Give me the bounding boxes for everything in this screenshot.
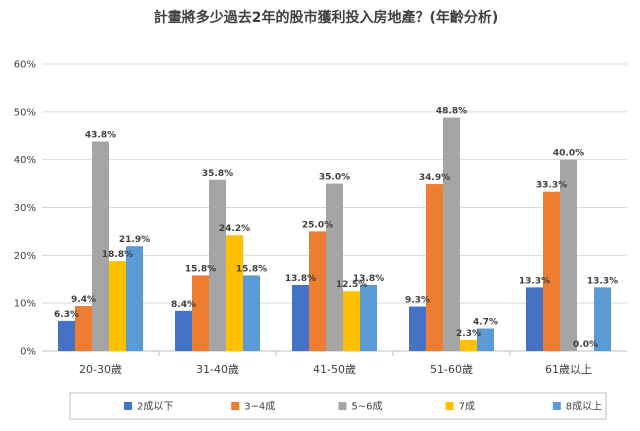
bar — [58, 320, 75, 351]
y-tick-label: 60% — [14, 60, 36, 71]
data-label: 4.7% — [473, 318, 498, 328]
bar — [477, 328, 494, 351]
bar — [192, 275, 209, 351]
data-label: 9.4% — [71, 295, 96, 305]
y-tick-label: 50% — [14, 107, 36, 118]
bar — [75, 306, 92, 351]
y-axis-ticks: 0% 10% 20% 30% 40% 50% 60% — [14, 60, 36, 358]
data-label: 15.8% — [185, 264, 216, 274]
legend-label: 7成 — [459, 401, 475, 413]
bar — [426, 184, 443, 351]
bar — [243, 275, 260, 351]
data-label: 6.3% — [54, 310, 79, 320]
legend-label: 5~6成 — [351, 401, 382, 413]
data-label: 9.3% — [405, 296, 430, 306]
data-label: 48.8% — [436, 107, 467, 117]
bars — [58, 117, 611, 351]
bar — [560, 159, 577, 351]
data-label: 18.8% — [102, 250, 133, 260]
data-label: 33.3% — [536, 181, 567, 191]
data-labels: 6.3% 9.4% 43.8% 18.8% 21.9% 8.4% 15.8% 35.8% 24.… — [54, 107, 618, 350]
x-tick-label: 31-40歲 — [196, 362, 239, 376]
data-label: 24.2% — [219, 224, 250, 234]
data-label: 25.0% — [302, 220, 333, 230]
bar — [292, 284, 309, 351]
legend: 2成以下 3~4成 5~6成 7成 8成以上 — [69, 392, 607, 420]
bar — [326, 183, 343, 351]
data-label: 40.0% — [553, 149, 584, 159]
bar — [209, 179, 226, 351]
bar — [309, 231, 326, 351]
data-label: 13.3% — [587, 276, 618, 286]
bar — [92, 141, 109, 351]
data-label: 43.8% — [85, 130, 116, 140]
data-label: 35.8% — [202, 169, 233, 179]
y-tick-label: 30% — [14, 203, 36, 214]
legend-swatch — [445, 402, 454, 410]
data-label: 13.3% — [519, 276, 550, 286]
data-label: 12.5% — [336, 280, 367, 290]
data-label: 21.9% — [119, 235, 150, 245]
data-label: 13.8% — [353, 274, 384, 284]
bar — [360, 284, 377, 351]
y-tick-label: 0% — [20, 347, 36, 358]
data-label: 2.3% — [456, 329, 481, 339]
legend-label: 3~4成 — [244, 401, 275, 413]
bar — [343, 291, 360, 351]
x-tick-label: 41-50歲 — [313, 362, 356, 376]
y-tick-label: 10% — [14, 299, 36, 310]
chart-title: 計畫將多少過去2年的股市獲利投入房地產？(年齡分析) — [154, 9, 499, 26]
bar — [460, 339, 477, 351]
legend-swatch — [231, 402, 240, 410]
data-label: 15.8% — [236, 264, 267, 274]
data-label: 13.8% — [285, 274, 316, 284]
bar — [443, 117, 460, 351]
legend-box — [69, 392, 607, 420]
legend-swatch — [338, 402, 347, 410]
y-tick-label: 40% — [14, 155, 36, 166]
legend-label: 8成以上 — [566, 401, 602, 413]
x-tick-label: 61歲以上 — [545, 362, 592, 376]
bar — [409, 306, 426, 351]
bar — [594, 287, 611, 351]
bar — [175, 310, 192, 351]
x-tick-label: 20-30歲 — [79, 362, 122, 376]
bar — [226, 235, 243, 351]
legend-swatch — [124, 402, 132, 410]
bar — [126, 246, 143, 351]
bar — [543, 191, 560, 351]
bar — [109, 261, 126, 351]
legend-label: 2成以下 — [137, 401, 173, 413]
data-label: 0.0% — [573, 340, 598, 350]
data-label: 8.4% — [171, 300, 196, 310]
legend-swatch — [552, 402, 561, 410]
y-tick-label: 20% — [14, 251, 36, 262]
x-axis-ticks: 20-30歲 31-40歲 41-50歲 51-60歲 61歲以上 — [79, 351, 592, 376]
data-label: 34.9% — [419, 173, 450, 183]
bar — [526, 287, 543, 351]
data-label: 35.0% — [319, 173, 350, 183]
x-tick-label: 51-60歲 — [430, 362, 473, 376]
